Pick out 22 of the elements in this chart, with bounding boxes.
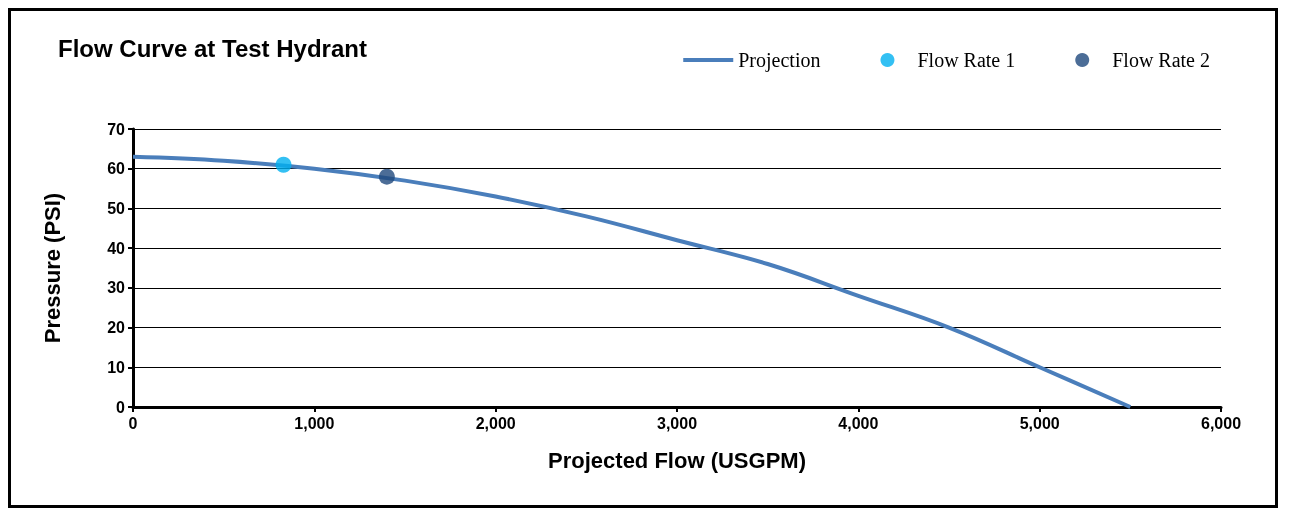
y-tick-label: 60 — [107, 160, 126, 178]
y-axis-title: Pressure (PSI) — [39, 192, 65, 344]
x-tick-label: 6,000 — [1200, 414, 1242, 432]
y-tick-label: 20 — [107, 319, 126, 337]
chart-title: Flow Curve at Test Hydrant — [58, 34, 367, 62]
legend-label: Flow Rate 1 — [917, 49, 1016, 71]
y-tick-label: 30 — [107, 279, 126, 297]
x-tick-label: 5,000 — [1019, 414, 1060, 432]
y-tick-label: 40 — [107, 239, 126, 257]
y-tick-label: 50 — [107, 199, 126, 217]
y-tick-label: 0 — [116, 398, 126, 416]
x-tick-label: 1,000 — [294, 414, 335, 432]
legend-label: Flow Rate 2 — [1112, 49, 1211, 71]
x-tick-label: 2,000 — [475, 414, 516, 432]
y-tick-label: 10 — [107, 358, 126, 376]
x-axis-title: Projected Flow (USGPM) — [548, 447, 806, 473]
y-tick-label: 70 — [107, 120, 126, 138]
x-tick-label: 4,000 — [838, 414, 879, 432]
x-tick-label: 3,000 — [656, 414, 698, 432]
line-series — [131, 154, 1133, 409]
x-tick-label: 0 — [128, 414, 138, 432]
legend-label: Projection — [738, 49, 821, 72]
